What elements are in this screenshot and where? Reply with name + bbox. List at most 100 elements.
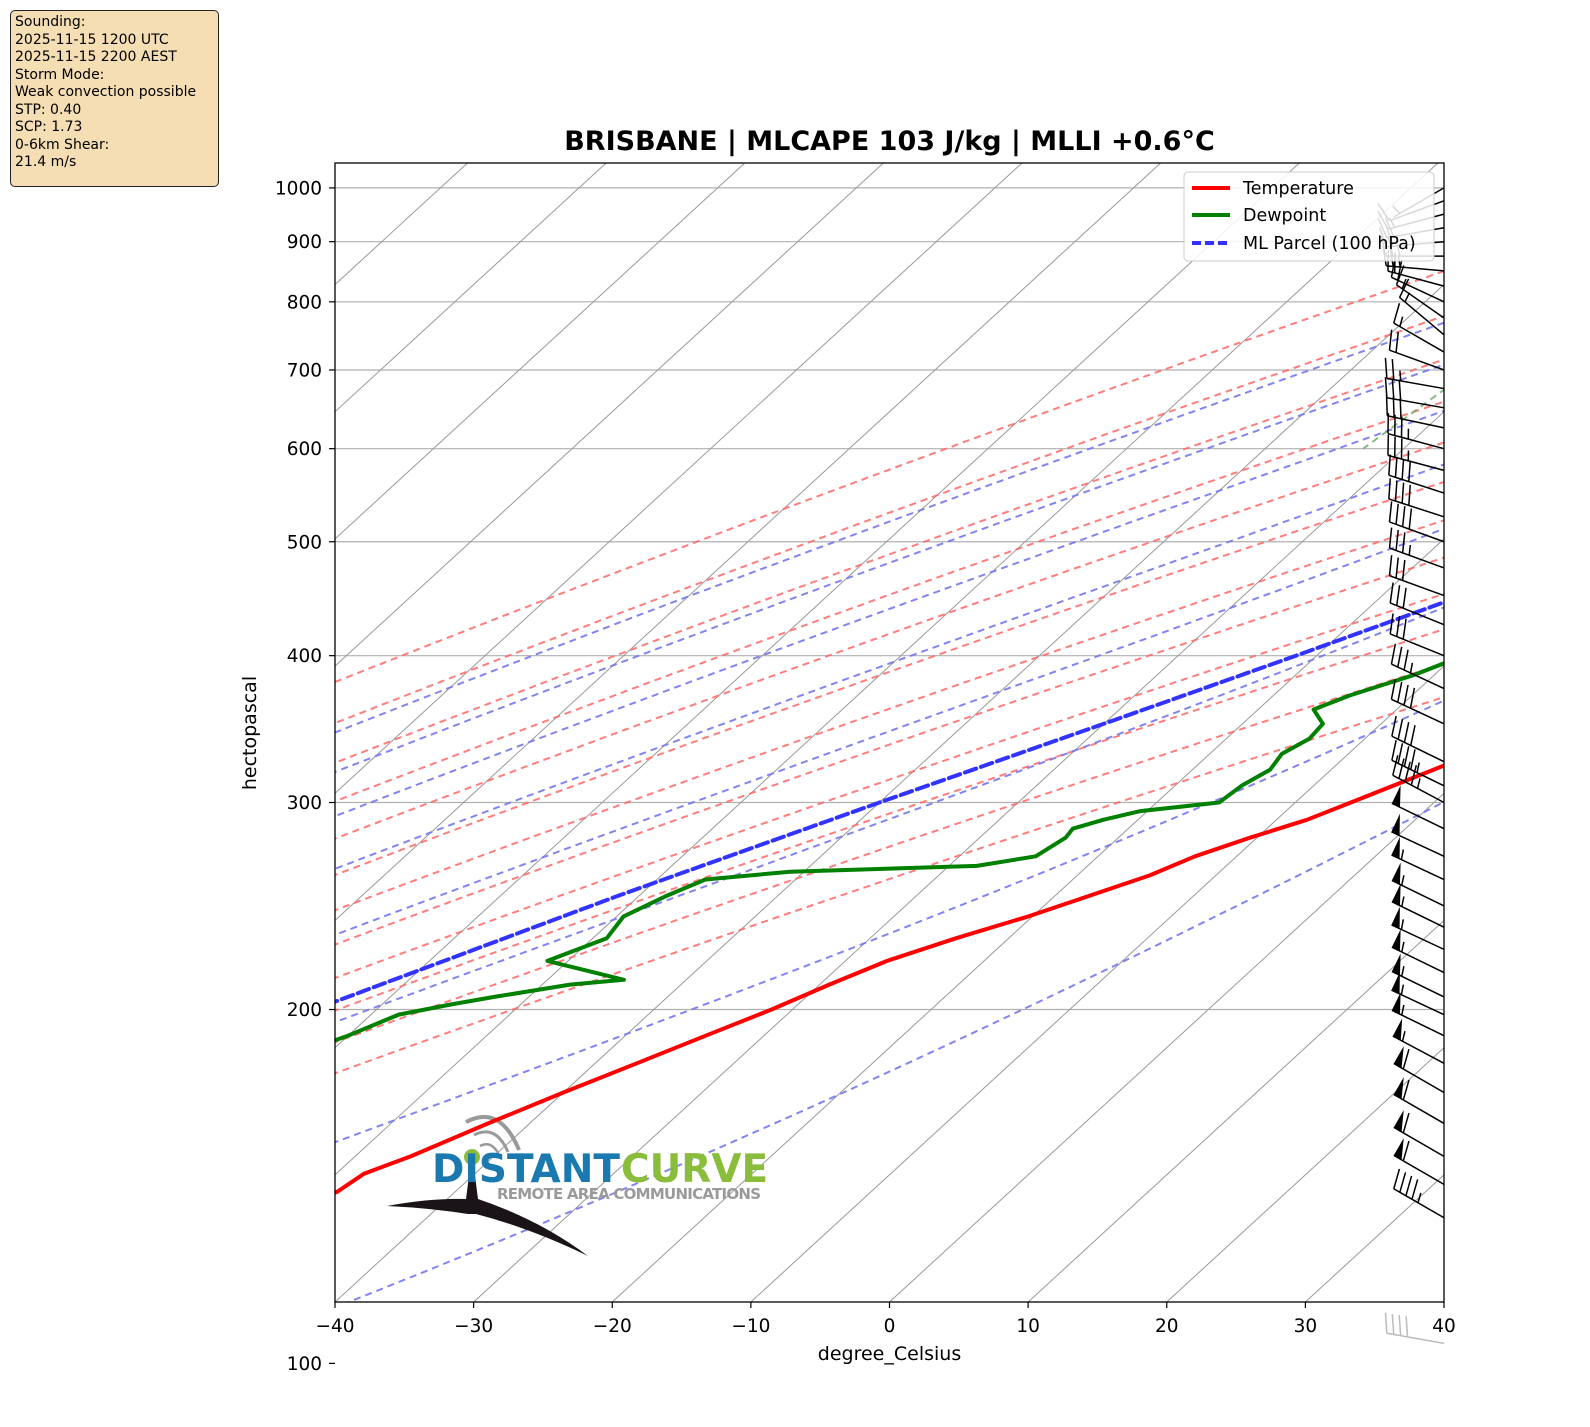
dry-adiabat-line bbox=[335, 314, 1444, 725]
wind-barb-staff bbox=[1393, 1188, 1445, 1219]
y-tick-label: 400 bbox=[287, 646, 322, 667]
isotherm-line bbox=[1027, 919, 1444, 1302]
wind-barb bbox=[1389, 613, 1445, 657]
wind-barb-full bbox=[1404, 761, 1411, 783]
wind-barb-full bbox=[1402, 618, 1407, 640]
background-lines bbox=[335, 163, 1444, 1302]
wind-barb-half bbox=[1401, 1031, 1406, 1042]
temperature-line bbox=[335, 763, 1444, 1195]
wind-barb-flag bbox=[1391, 862, 1401, 885]
wind-barb-half bbox=[1401, 1004, 1405, 1016]
wind-barb-flag bbox=[1393, 1046, 1404, 1068]
chart-title: BRISBANE | MLCAPE 103 J/kg | MLLI +0.6°C bbox=[564, 126, 1215, 157]
info-line: 21.4 m/s bbox=[15, 154, 77, 170]
wind-barb bbox=[1385, 395, 1445, 429]
wind-barb-full bbox=[1401, 559, 1406, 581]
dry-adiabat-line bbox=[335, 696, 1444, 1075]
isotherm-line bbox=[611, 538, 1444, 1302]
wind-barb-half bbox=[1416, 778, 1421, 789]
wind-barb-staff bbox=[1389, 547, 1445, 569]
wind-barb-full bbox=[1388, 501, 1393, 522]
info-line: Sounding: bbox=[15, 14, 86, 30]
wind-barb-full bbox=[1384, 1312, 1388, 1334]
wind-barb-full bbox=[1402, 1079, 1410, 1101]
wind-barb bbox=[1391, 740, 1445, 787]
wind-barb-flag bbox=[1391, 906, 1400, 929]
wind-barb-full bbox=[1398, 1315, 1402, 1336]
wind-barb-full bbox=[1392, 755, 1399, 776]
wind-barb bbox=[1391, 992, 1445, 1037]
wind-barb-flag bbox=[1392, 1018, 1403, 1041]
wind-barb-half bbox=[1417, 1192, 1422, 1203]
wind-barb-staff bbox=[1391, 970, 1445, 998]
wind-barb-staff bbox=[1389, 633, 1445, 657]
legend: Temperature Dewpoint ML Parcel (100 hPa) bbox=[1183, 171, 1435, 262]
wind-barb-staff bbox=[1389, 574, 1445, 597]
wind-barb-full bbox=[1395, 331, 1399, 353]
logo-word-distant: DISTANT bbox=[432, 1147, 620, 1192]
wind-barb-full bbox=[1410, 764, 1418, 786]
wind-barb-full bbox=[1402, 1112, 1410, 1134]
x-tick-label: −40 bbox=[315, 1316, 354, 1337]
wind-barb-half bbox=[1401, 941, 1405, 953]
wind-barb-half bbox=[1401, 896, 1405, 907]
wind-barb-full bbox=[1397, 259, 1403, 281]
dry-adiabat-line bbox=[335, 592, 1444, 980]
info-line: STP: 0.40 bbox=[15, 101, 82, 118]
wind-barb-staff bbox=[1391, 1009, 1445, 1037]
wind-barb-full bbox=[1395, 503, 1399, 525]
wind-barb-full bbox=[1408, 461, 1411, 482]
axes: −40 −30 −20 −10 0 10 20 30 40 1000 900 800 700 600 500… bbox=[275, 178, 1456, 1374]
legend-label-parcel: ML Parcel (100 hPa) bbox=[1243, 234, 1416, 254]
wind-barb bbox=[1392, 1018, 1445, 1064]
wind-barb-flag bbox=[1391, 972, 1400, 994]
wind-barb-staff bbox=[1392, 1035, 1445, 1064]
isotherm-line bbox=[335, 163, 607, 413]
wind-barb bbox=[1388, 527, 1445, 569]
wind-barb bbox=[1389, 582, 1445, 626]
wind-barb-full bbox=[1389, 582, 1394, 604]
logo-word-curve: CURVE bbox=[621, 1147, 768, 1192]
wind-barb-full bbox=[1394, 480, 1398, 502]
moist-adiabat-line bbox=[335, 409, 1444, 818]
wind-barb-staff bbox=[1389, 602, 1445, 626]
logo-tagline: REMOTE AREA COMMUNICATIONS bbox=[497, 1185, 761, 1203]
wind-barb-full bbox=[1403, 722, 1410, 743]
wind-barb-full bbox=[1403, 684, 1409, 706]
logo-signal-arc bbox=[479, 1143, 501, 1156]
wind-barb-flag bbox=[1391, 836, 1400, 859]
isotherm-line bbox=[472, 411, 1444, 1302]
y-tick-label: 100 bbox=[287, 1354, 322, 1375]
wind-barb-half bbox=[1409, 662, 1414, 674]
wind-barb-staff bbox=[1391, 946, 1445, 974]
info-line: 2025-11-15 1200 UTC bbox=[15, 31, 169, 48]
wind-barb-staff bbox=[1389, 521, 1445, 543]
wind-barb bbox=[1384, 357, 1445, 390]
wind-barb-half bbox=[1399, 316, 1404, 327]
wind-barb-staff bbox=[1393, 1126, 1445, 1158]
wind-barb bbox=[1390, 643, 1445, 690]
wind-barb-staff bbox=[1388, 498, 1445, 518]
wind-barb-full bbox=[1393, 303, 1401, 324]
isotherm-line bbox=[1304, 1174, 1444, 1302]
dry-adiabat-line bbox=[335, 270, 1444, 684]
wind-barb-full bbox=[1403, 649, 1409, 671]
wind-barb bbox=[1391, 813, 1445, 857]
data-lines bbox=[335, 600, 1444, 1195]
wind-barb-full bbox=[1384, 357, 1388, 379]
wind-barb-full bbox=[1402, 1140, 1410, 1162]
isotherm-line bbox=[1166, 1046, 1444, 1302]
wind-barb-staff bbox=[1386, 265, 1445, 272]
wind-barb-full bbox=[1401, 458, 1405, 480]
plot-frame bbox=[334, 162, 1445, 1303]
legend-label-dewpoint: Dewpoint bbox=[1243, 206, 1326, 226]
wind-barb-staff bbox=[1386, 1332, 1445, 1345]
wind-barb bbox=[1384, 1312, 1445, 1345]
wind-barb-half bbox=[1404, 292, 1411, 303]
wind-barb-full bbox=[1397, 646, 1403, 668]
wind-barb-half bbox=[1401, 966, 1405, 977]
isotherm-line bbox=[335, 163, 1023, 794]
wind-barb-staff bbox=[1391, 901, 1445, 928]
wind-barb bbox=[1384, 377, 1445, 409]
wind-barb-full bbox=[1388, 555, 1393, 576]
